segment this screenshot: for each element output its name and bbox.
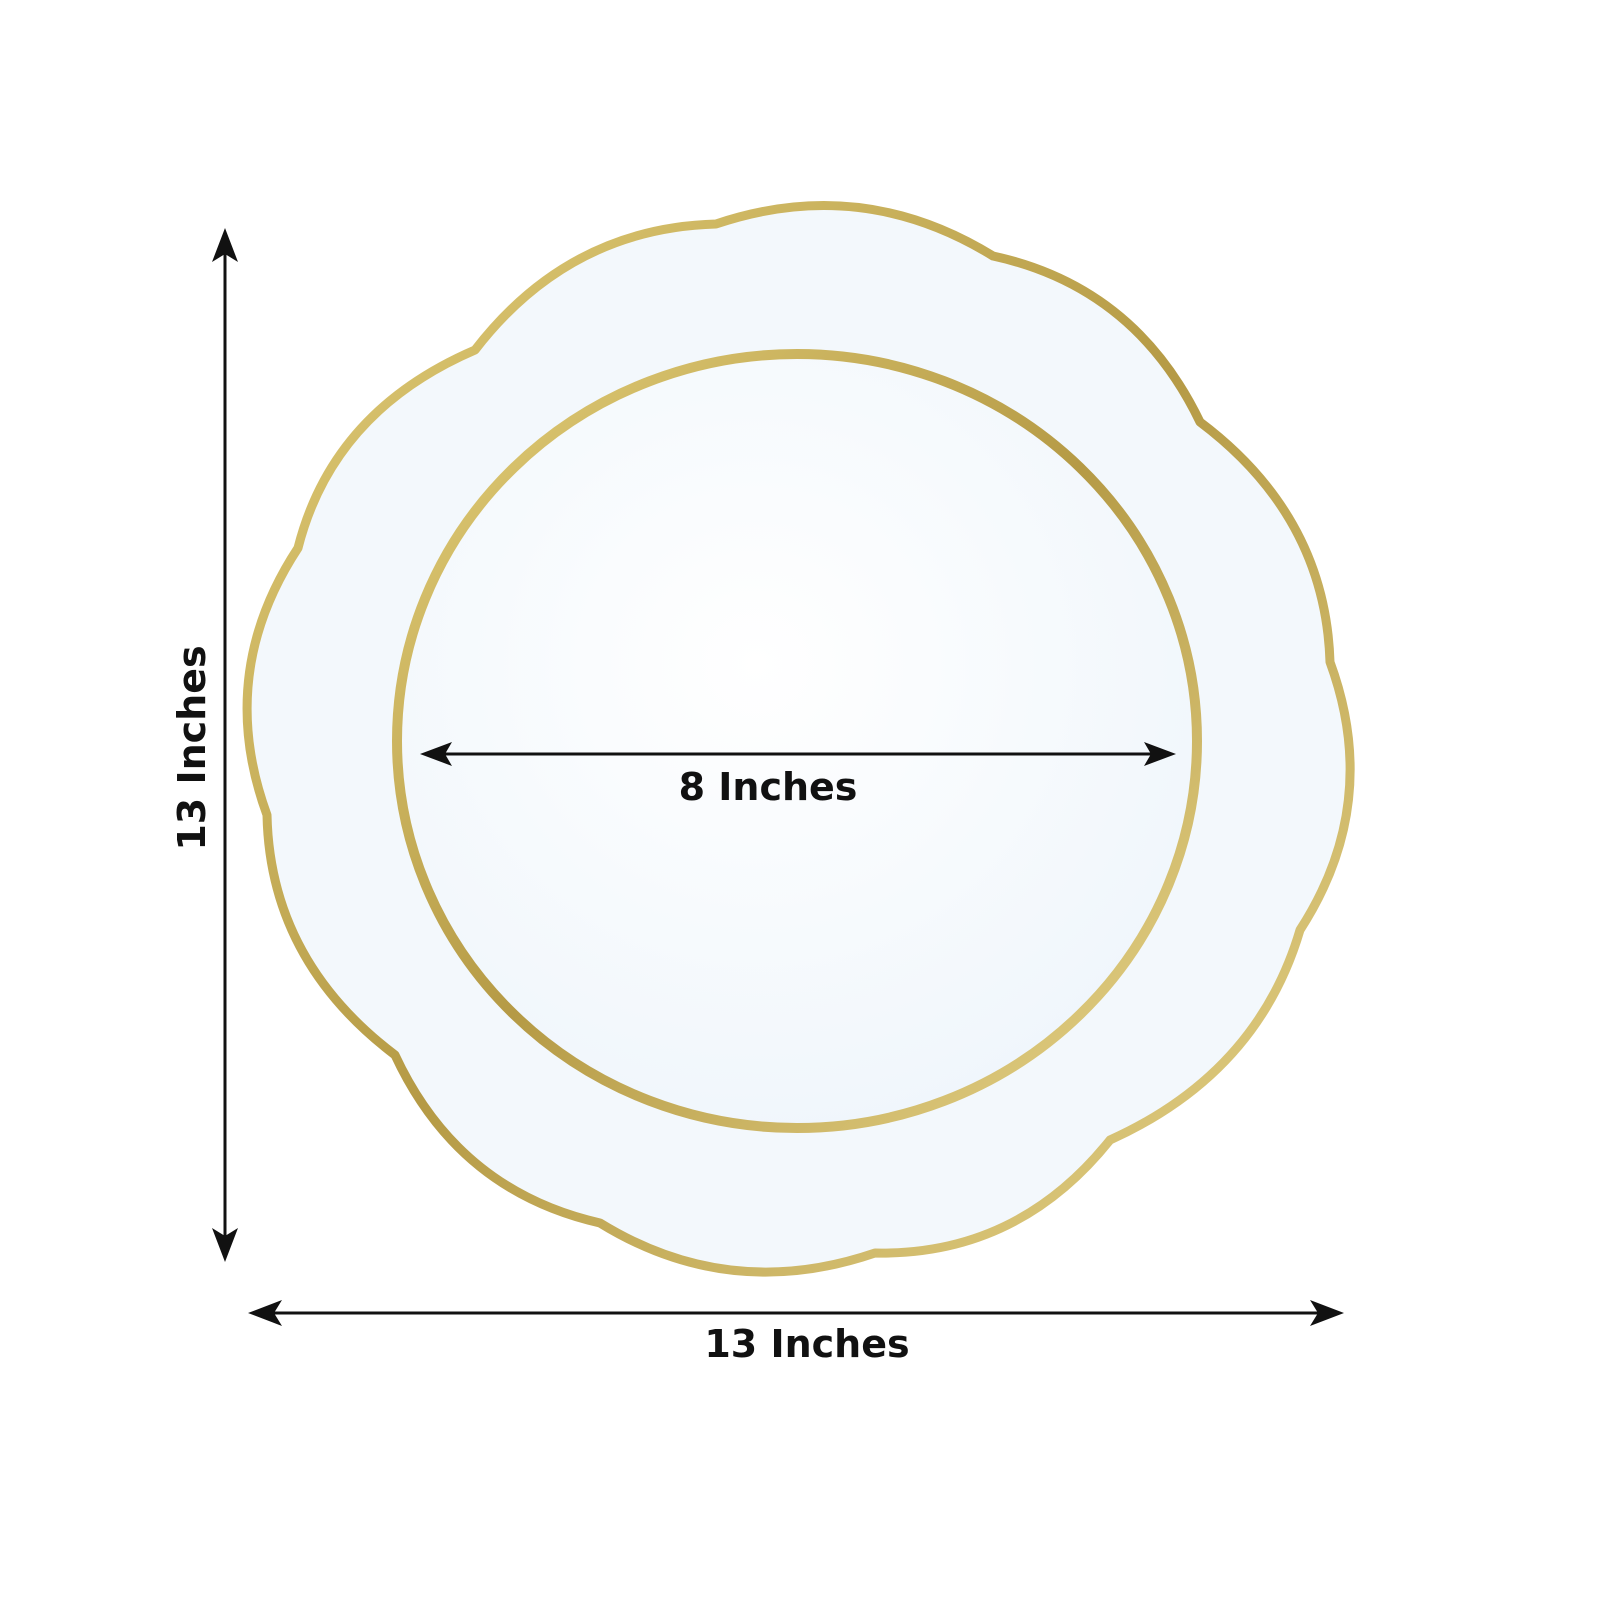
width-label: 13 Inches — [704, 1322, 909, 1366]
width-arrow — [248, 1300, 1344, 1326]
height-label: 13 Inches — [170, 645, 214, 850]
inner-diameter-arrow — [420, 742, 1176, 766]
height-arrow — [212, 228, 238, 1262]
inner-diameter-label: 8 Inches — [679, 765, 858, 809]
plate-inner-well — [392, 349, 1202, 1133]
